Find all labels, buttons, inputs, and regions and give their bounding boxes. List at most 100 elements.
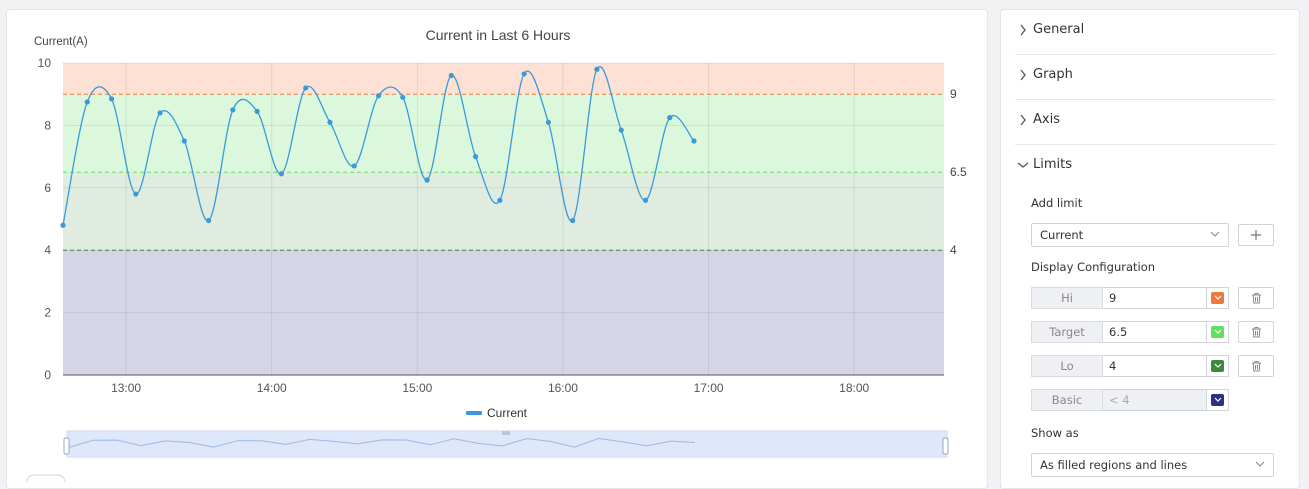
zoom-handle-left[interactable] <box>63 437 70 455</box>
data-point[interactable] <box>84 99 90 105</box>
y-tick-label: 0 <box>44 368 51 382</box>
chevron-right-icon <box>1020 114 1026 126</box>
y-tick-label: 4 <box>44 243 51 257</box>
add-limit-button[interactable] <box>1238 224 1274 246</box>
region-above-hi <box>63 63 944 95</box>
limit-name: Hi <box>1031 287 1103 309</box>
delete-limit-target-button[interactable] <box>1238 321 1274 343</box>
limit-name: Target <box>1031 321 1103 343</box>
data-point[interactable] <box>60 222 66 228</box>
color-picker-lo[interactable] <box>1207 355 1229 377</box>
data-point[interactable] <box>303 85 309 91</box>
data-point[interactable] <box>133 191 139 197</box>
limit-row-basic: Basic <box>1031 389 1229 411</box>
delete-limit-hi-button[interactable] <box>1238 287 1274 309</box>
data-point[interactable] <box>351 163 357 169</box>
zoom-slider[interactable] <box>63 430 949 458</box>
section-general[interactable]: General <box>1015 10 1275 55</box>
zoom-handle-right[interactable] <box>942 437 949 455</box>
delete-limit-lo-button[interactable] <box>1238 355 1274 377</box>
chevron-down-icon <box>1255 461 1265 467</box>
x-tick-label: 17:00 <box>694 381 724 395</box>
color-swatch <box>1211 360 1224 372</box>
data-point[interactable] <box>618 127 624 133</box>
toggle-switch[interactable] <box>26 474 66 482</box>
data-point[interactable] <box>327 119 333 125</box>
chevron-right-icon <box>1020 24 1026 36</box>
region-basic <box>63 250 944 375</box>
chevron-down-icon <box>1214 363 1221 368</box>
show-as-select[interactable]: As filled regions and lines <box>1031 453 1274 477</box>
trash-icon <box>1251 361 1261 372</box>
x-tick-label: 14:00 <box>257 381 287 395</box>
section-graph[interactable]: Graph <box>1015 55 1275 100</box>
color-picker-basic[interactable] <box>1207 389 1229 411</box>
x-tick-label: 15:00 <box>402 381 432 395</box>
data-point[interactable] <box>472 154 479 160</box>
color-picker-target[interactable] <box>1207 321 1229 343</box>
data-point[interactable] <box>691 138 697 144</box>
limit-name: Basic <box>1031 389 1103 411</box>
show-as-value: As filled regions and lines <box>1040 458 1188 472</box>
data-point[interactable] <box>424 177 430 183</box>
data-point[interactable] <box>108 96 115 102</box>
data-point[interactable] <box>521 71 527 77</box>
data-point[interactable] <box>375 93 382 99</box>
chevron-down-icon <box>1214 397 1221 402</box>
limit-hi-input[interactable] <box>1103 287 1207 309</box>
data-point[interactable] <box>570 217 576 224</box>
data-point[interactable] <box>181 138 187 144</box>
trash-icon <box>1251 293 1261 304</box>
y-axis-title: Current(A) <box>34 36 88 48</box>
data-point[interactable] <box>254 108 260 114</box>
show-as-label: Show as <box>1031 426 1079 440</box>
limit-lo-input[interactable] <box>1103 355 1207 377</box>
data-point[interactable] <box>667 115 673 121</box>
plus-icon <box>1251 230 1261 240</box>
data-point[interactable] <box>497 197 503 203</box>
add-limit-label: Add limit <box>1031 196 1083 210</box>
chevron-down-icon <box>1017 162 1029 168</box>
chevron-right-icon <box>1020 69 1026 81</box>
region-hi-target <box>63 94 944 173</box>
x-tick-label: 13:00 <box>111 381 141 395</box>
limit-row-target: Target <box>1031 321 1229 343</box>
section-axis-label: Axis <box>1033 112 1060 127</box>
chevron-down-icon <box>1210 231 1220 237</box>
data-point[interactable] <box>206 217 212 224</box>
y-tick-label: 8 <box>44 118 51 132</box>
y-tick-label: 6 <box>44 181 51 195</box>
data-point[interactable] <box>448 72 454 79</box>
data-point[interactable] <box>230 107 236 113</box>
limit-label-hi: 9 <box>950 87 957 101</box>
color-picker-hi[interactable] <box>1207 287 1229 309</box>
zoom-preview-line <box>68 437 696 448</box>
limit-label-target: 6.5 <box>950 165 967 179</box>
series-line-current <box>62 66 695 226</box>
add-limit-select[interactable]: Current <box>1031 223 1229 247</box>
color-swatch <box>1211 394 1224 406</box>
color-swatch <box>1211 326 1224 338</box>
data-point[interactable] <box>278 171 285 177</box>
line-chart: 9 6.5 4 0 2 4 6 8 10 13:00 14:00 15:00 16:00 17:00 18… <box>26 27 967 482</box>
data-point[interactable] <box>594 66 600 72</box>
y-tick-label: 10 <box>38 56 52 70</box>
limit-row-lo: Lo <box>1031 355 1229 377</box>
section-limits-label: Limits <box>1033 157 1072 172</box>
data-point[interactable] <box>400 94 406 100</box>
chart-title: Current in Last 6 Hours <box>426 27 571 43</box>
section-limits[interactable]: Limits <box>1015 145 1275 190</box>
trash-icon <box>1251 327 1261 338</box>
x-tick-label: 16:00 <box>548 381 578 395</box>
chevron-down-icon <box>1214 295 1221 300</box>
zoom-drag-grip[interactable] <box>502 431 510 435</box>
limit-basic-input <box>1103 389 1207 411</box>
data-point[interactable] <box>157 110 163 116</box>
limit-target-input[interactable] <box>1103 321 1207 343</box>
limit-row-hi: Hi <box>1031 287 1229 309</box>
data-point[interactable] <box>642 197 649 203</box>
legend[interactable]: Current <box>466 406 528 420</box>
legend-swatch <box>466 411 482 415</box>
data-point[interactable] <box>545 119 551 125</box>
section-axis[interactable]: Axis <box>1015 100 1275 145</box>
